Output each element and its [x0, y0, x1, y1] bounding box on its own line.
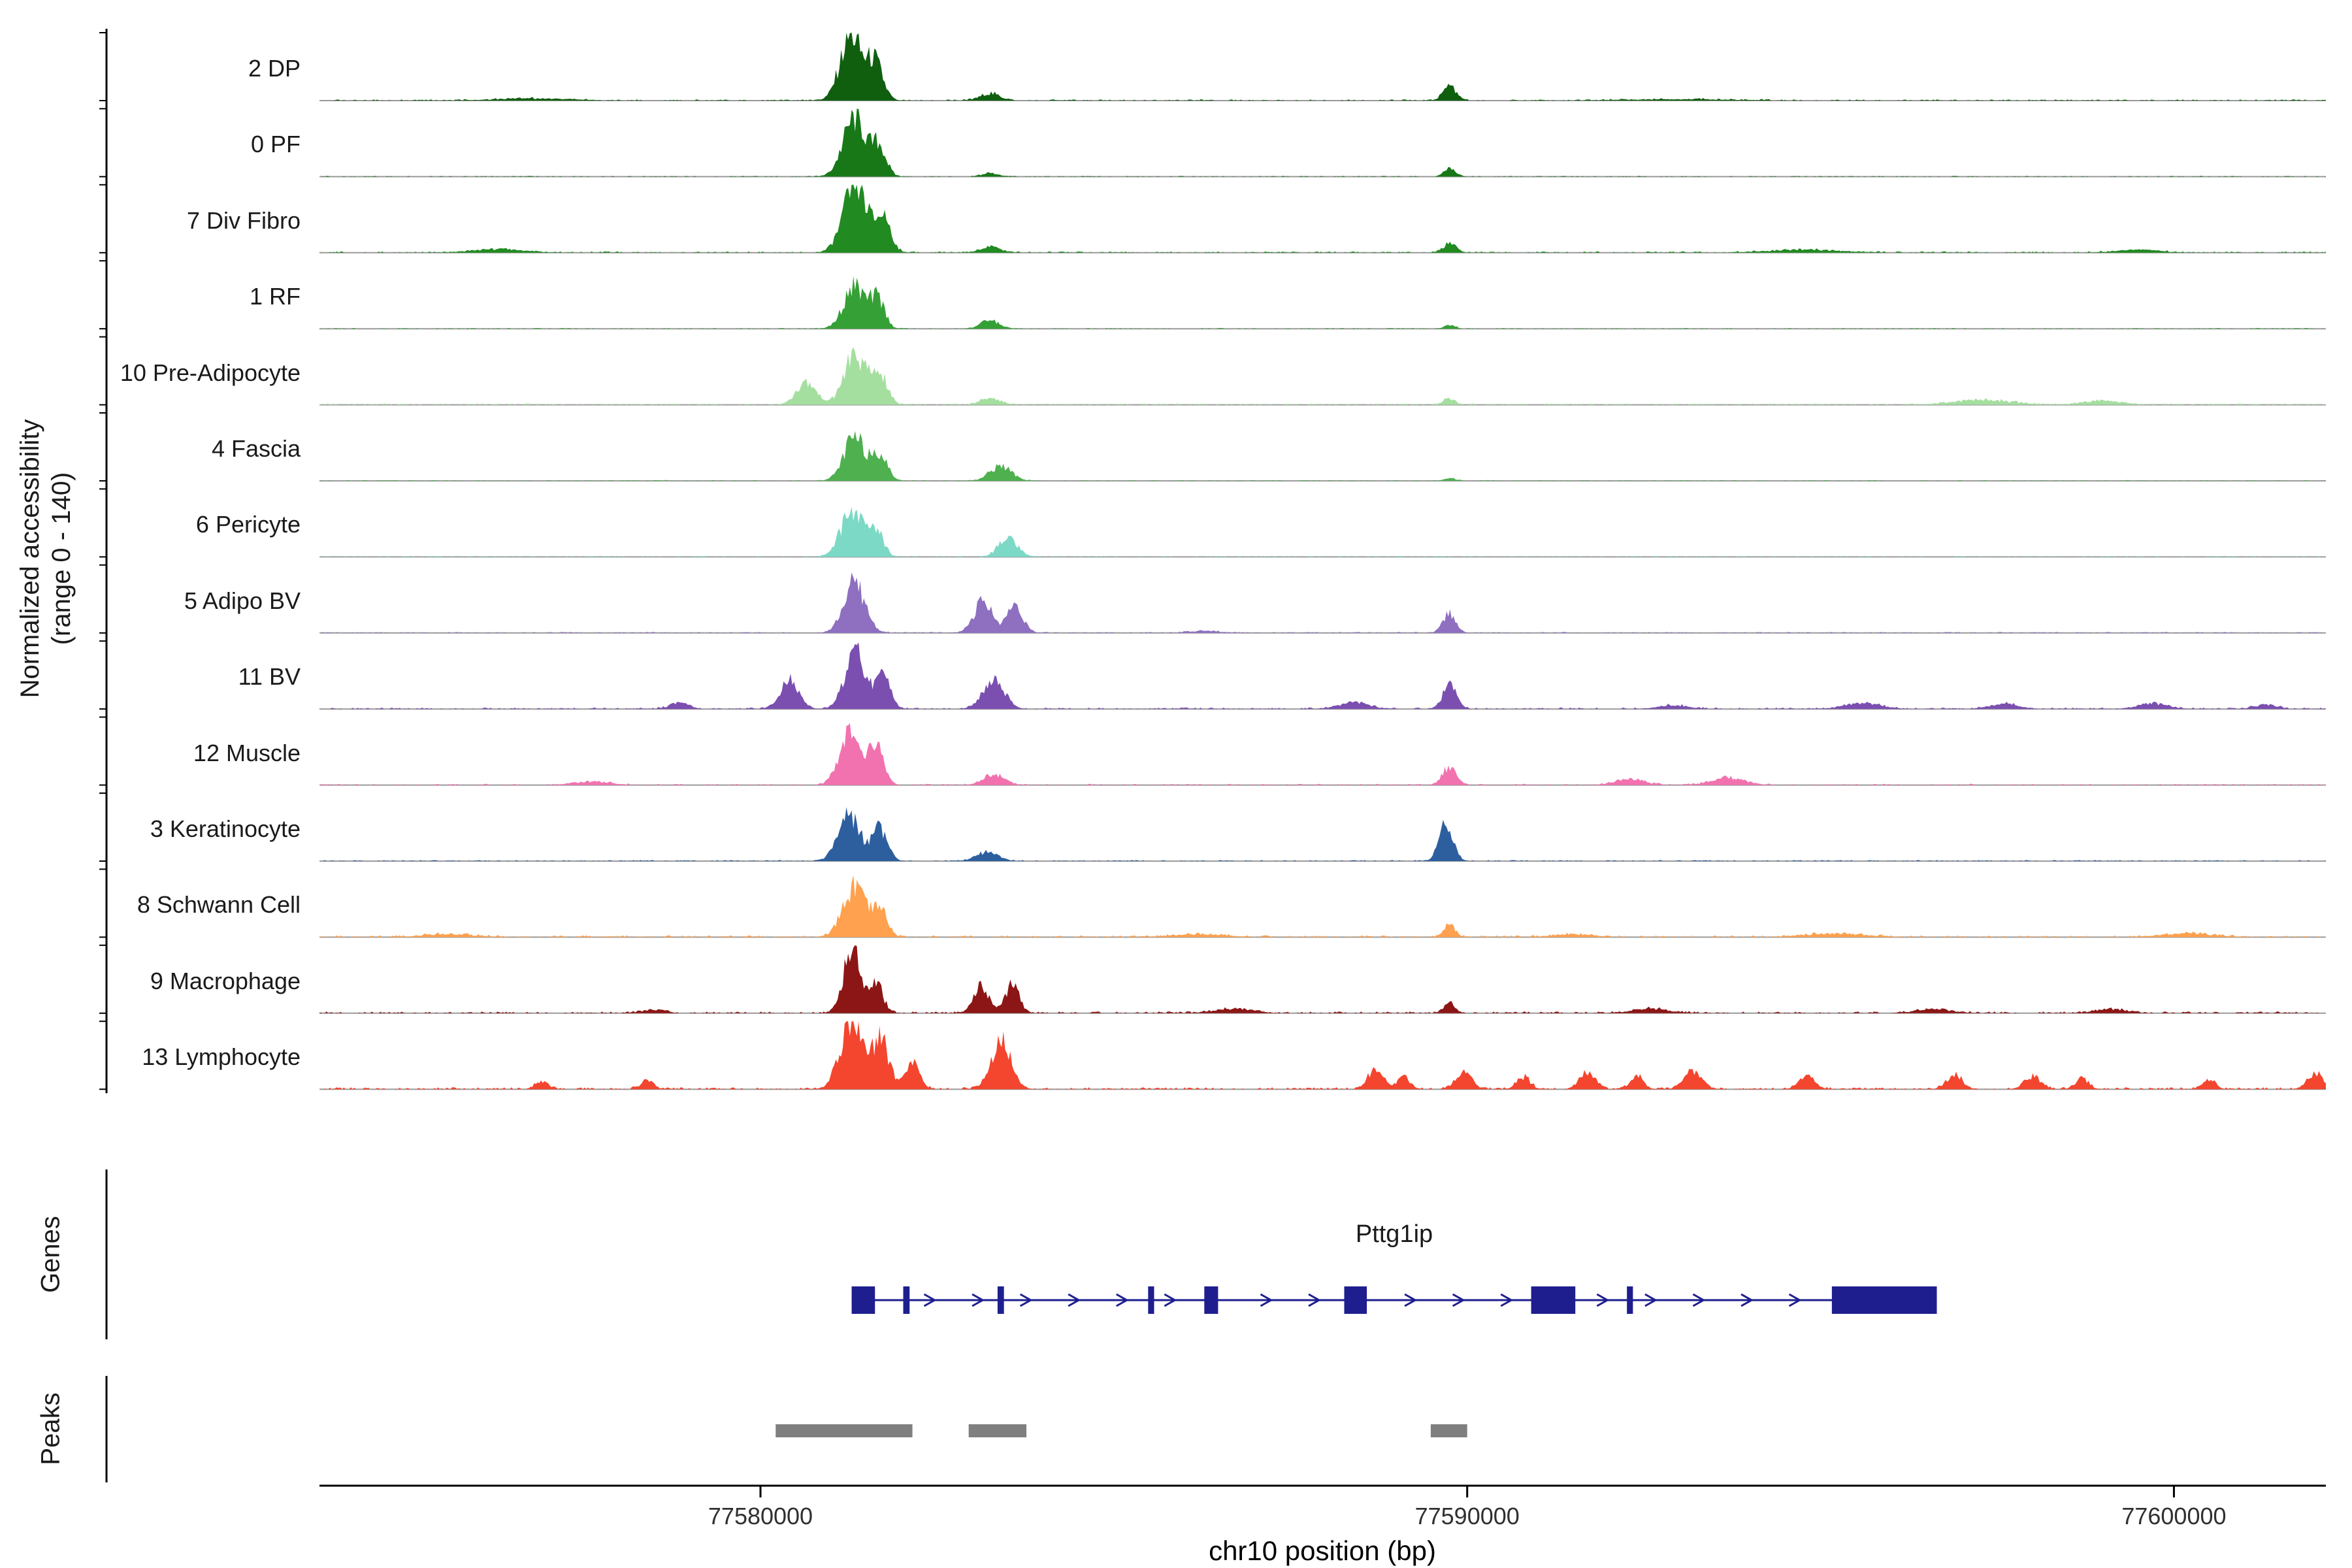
track-label: 5 Adipo BV [184, 587, 301, 614]
track-signal [319, 33, 2326, 101]
gene-strand-arrow-icon [1692, 1293, 1706, 1307]
track-signal [319, 184, 2326, 253]
track-label: 2 DP [248, 55, 301, 82]
track-signal [319, 506, 2326, 557]
gene-strand-arrow-icon [1404, 1293, 1418, 1307]
x-tick-label: 77590000 [1414, 1503, 1520, 1529]
track-label: 1 RF [249, 283, 301, 310]
track-label: 13 Lymphocyte [142, 1043, 301, 1071]
track-label: 8 Schwann Cell [137, 891, 301, 919]
y-axis-label-line2: (range 0 - 140) [47, 472, 76, 645]
gene-exon [851, 1286, 875, 1314]
track-label: 11 BV [238, 663, 301, 691]
track-label: 10 Pre-Adipocyte [120, 359, 301, 386]
gene-exon [1204, 1286, 1218, 1314]
peak-bar [1430, 1424, 1467, 1437]
gene-exon [1531, 1286, 1576, 1314]
gene-exon [1831, 1286, 1937, 1314]
gene-strand-arrow-icon [1596, 1293, 1610, 1307]
gene-strand-arrow-icon [1452, 1293, 1465, 1307]
track-signal [319, 347, 2326, 405]
gene-strand-arrow-icon [1260, 1293, 1273, 1307]
gene-strand-arrow-icon [1019, 1293, 1033, 1307]
track-signal [319, 108, 2326, 177]
gene-name-label: Pttg1ip [1355, 1220, 1433, 1248]
track-label: 6 Pericyte [195, 511, 301, 538]
gene-exon [1344, 1286, 1367, 1314]
track-label: 3 Keratinocyte [150, 815, 301, 842]
track-label: 4 Fascia [211, 435, 301, 462]
track-signal [319, 945, 2326, 1013]
gene-strand-arrow-icon [1644, 1293, 1658, 1307]
track-signal [319, 276, 2326, 329]
gene-exon [903, 1286, 910, 1314]
track-signal [319, 642, 2326, 710]
x-axis-title: chr10 position (bp) [1209, 1535, 1436, 1566]
gene-exon [997, 1286, 1004, 1314]
peak-bar [776, 1424, 913, 1437]
gene-strand-arrow-icon [1500, 1293, 1514, 1307]
gene-strand-arrow-icon [1116, 1293, 1129, 1307]
x-tick-label: 77580000 [708, 1503, 813, 1529]
gene-strand-arrow-icon [1068, 1293, 1081, 1307]
track-signal [319, 572, 2326, 633]
genes-section-label: Genes [36, 1216, 65, 1293]
track-label: 7 Div Fibro [186, 206, 301, 234]
track-label: 12 Muscle [193, 739, 301, 766]
track-signal [319, 807, 2326, 861]
gene-strand-arrow-icon [972, 1293, 985, 1307]
x-tick-label: 77600000 [2121, 1503, 2227, 1529]
gene-strand-arrow-icon [1164, 1293, 1177, 1307]
peaks-section-label: Peaks [36, 1392, 65, 1465]
gene-exon [1627, 1286, 1633, 1314]
peak-bar [968, 1424, 1027, 1437]
gene-exon [1148, 1286, 1154, 1314]
track-signal [319, 723, 2326, 785]
track-signal [319, 1021, 2326, 1090]
track-label: 9 Macrophage [150, 967, 301, 994]
track-signal [319, 431, 2326, 481]
track-signal [319, 875, 2326, 938]
gene-strand-arrow-icon [1308, 1293, 1322, 1307]
gene-strand-arrow-icon [1788, 1293, 1802, 1307]
gene-strand-arrow-icon [1740, 1293, 1754, 1307]
track-label: 0 PF [250, 131, 301, 158]
gene-strand-arrow-icon [923, 1293, 937, 1307]
